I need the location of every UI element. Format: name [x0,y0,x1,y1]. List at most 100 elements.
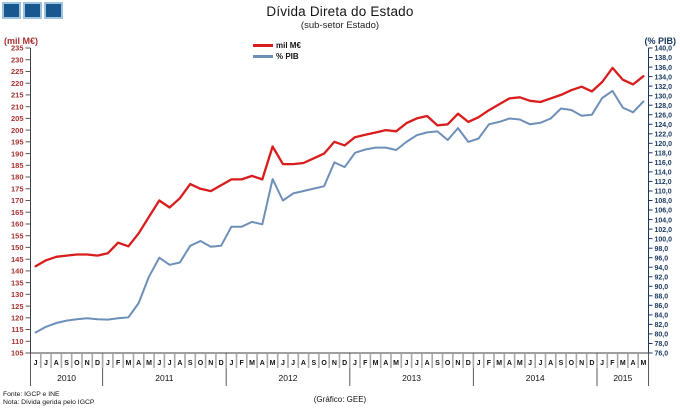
svg-text:D: D [466,360,471,367]
svg-text:185: 185 [11,161,24,170]
svg-text:J: J [44,360,48,367]
svg-text:104,0: 104,0 [655,217,673,224]
svg-text:F: F [487,360,492,367]
svg-text:122,0: 122,0 [655,132,673,139]
svg-text:J: J [477,360,481,367]
svg-text:N: N [208,360,213,367]
svg-text:J: J [415,360,419,367]
svg-text:118,0: 118,0 [655,151,672,158]
svg-text:80,0: 80,0 [655,332,669,339]
svg-text:220: 220 [11,79,24,88]
svg-text:110,0: 110,0 [655,189,672,196]
svg-text:120,0: 120,0 [655,141,673,148]
svg-text:2014: 2014 [526,373,545,383]
svg-text:160: 160 [11,220,24,229]
svg-text:134,0: 134,0 [655,74,673,81]
legend-line-blue-icon [253,55,273,58]
chart-subtitle: (sub-setor Estado) [300,20,380,31]
svg-text:A: A [301,360,306,367]
svg-text:76,0: 76,0 [655,351,669,358]
chart-title: Dívida Direta do Estado [266,4,414,19]
svg-text:84,0: 84,0 [655,313,669,320]
svg-text:2015: 2015 [613,373,632,383]
svg-text:J: J [291,360,295,367]
svg-text:D: D [342,360,347,367]
svg-text:92,0: 92,0 [655,275,669,282]
svg-text:M: M [517,360,523,367]
svg-text:124,0: 124,0 [655,122,673,129]
svg-text:A: A [630,360,635,367]
svg-text:205: 205 [11,114,24,123]
svg-text:N: N [455,360,460,367]
svg-text:O: O [74,360,80,367]
svg-text:126,0: 126,0 [655,112,673,119]
svg-text:130: 130 [11,290,24,299]
footer-source: Fonte: IGCP e INE Nota: Dívida gerida pe… [3,391,94,407]
svg-text:A: A [507,360,512,367]
svg-text:J: J [404,360,408,367]
svg-text:J: J [600,360,604,367]
svg-text:165: 165 [11,208,24,217]
svg-text:210: 210 [11,102,24,111]
svg-text:A: A [383,360,388,367]
svg-text:130,0: 130,0 [655,93,673,100]
svg-text:O: O [445,360,451,367]
svg-text:78,0: 78,0 [655,341,669,348]
svg-text:225: 225 [11,67,24,76]
svg-text:J: J [106,360,110,367]
svg-text:J: J [281,360,285,367]
svg-text:108,0: 108,0 [655,198,673,205]
svg-text:230: 230 [11,55,24,64]
svg-text:135: 135 [11,278,24,287]
svg-text:M: M [393,360,399,367]
svg-text:140,0: 140,0 [655,46,673,53]
svg-text:D: D [219,360,224,367]
svg-text:98,0: 98,0 [655,246,669,253]
svg-text:F: F [610,360,615,367]
svg-text:N: N [85,360,90,367]
svg-text:128,0: 128,0 [655,103,673,110]
svg-text:112,0: 112,0 [655,179,672,186]
svg-text:150: 150 [11,243,24,252]
svg-text:102,0: 102,0 [655,227,673,234]
logo-square-icon [44,2,63,19]
footer-credit: (Gráfico: GEE) [313,395,367,404]
svg-text:J: J [168,360,172,367]
svg-text:M: M [249,360,255,367]
svg-text:110: 110 [11,337,23,346]
svg-text:A: A [548,360,553,367]
svg-text:S: S [435,360,440,367]
svg-text:136,0: 136,0 [655,65,673,72]
svg-text:2011: 2011 [155,373,174,383]
svg-text:A: A [260,360,265,367]
svg-text:M: M [146,360,152,367]
svg-text:115: 115 [11,325,23,334]
svg-text:2012: 2012 [279,373,298,383]
svg-text:A: A [54,360,59,367]
svg-text:96,0: 96,0 [655,255,669,262]
svg-text:190: 190 [11,149,24,158]
svg-text:195: 195 [11,138,24,147]
logo [2,2,63,19]
svg-text:2010: 2010 [57,373,76,383]
svg-text:N: N [579,360,584,367]
svg-text:J: J [353,360,357,367]
svg-text:M: M [640,360,646,367]
svg-text:105: 105 [11,349,24,358]
svg-text:138,0: 138,0 [655,55,673,62]
svg-text:J: J [229,360,233,367]
svg-text:S: S [311,360,316,367]
svg-text:N: N [332,360,337,367]
svg-text:A: A [136,360,141,367]
svg-text:120: 120 [11,314,24,323]
svg-text:F: F [363,360,368,367]
legend-label: % PIB [276,52,299,61]
svg-text:S: S [64,360,69,367]
svg-text:F: F [240,360,245,367]
svg-text:M: M [125,360,131,367]
svg-text:170: 170 [11,196,24,205]
svg-text:100,0: 100,0 [655,236,673,243]
